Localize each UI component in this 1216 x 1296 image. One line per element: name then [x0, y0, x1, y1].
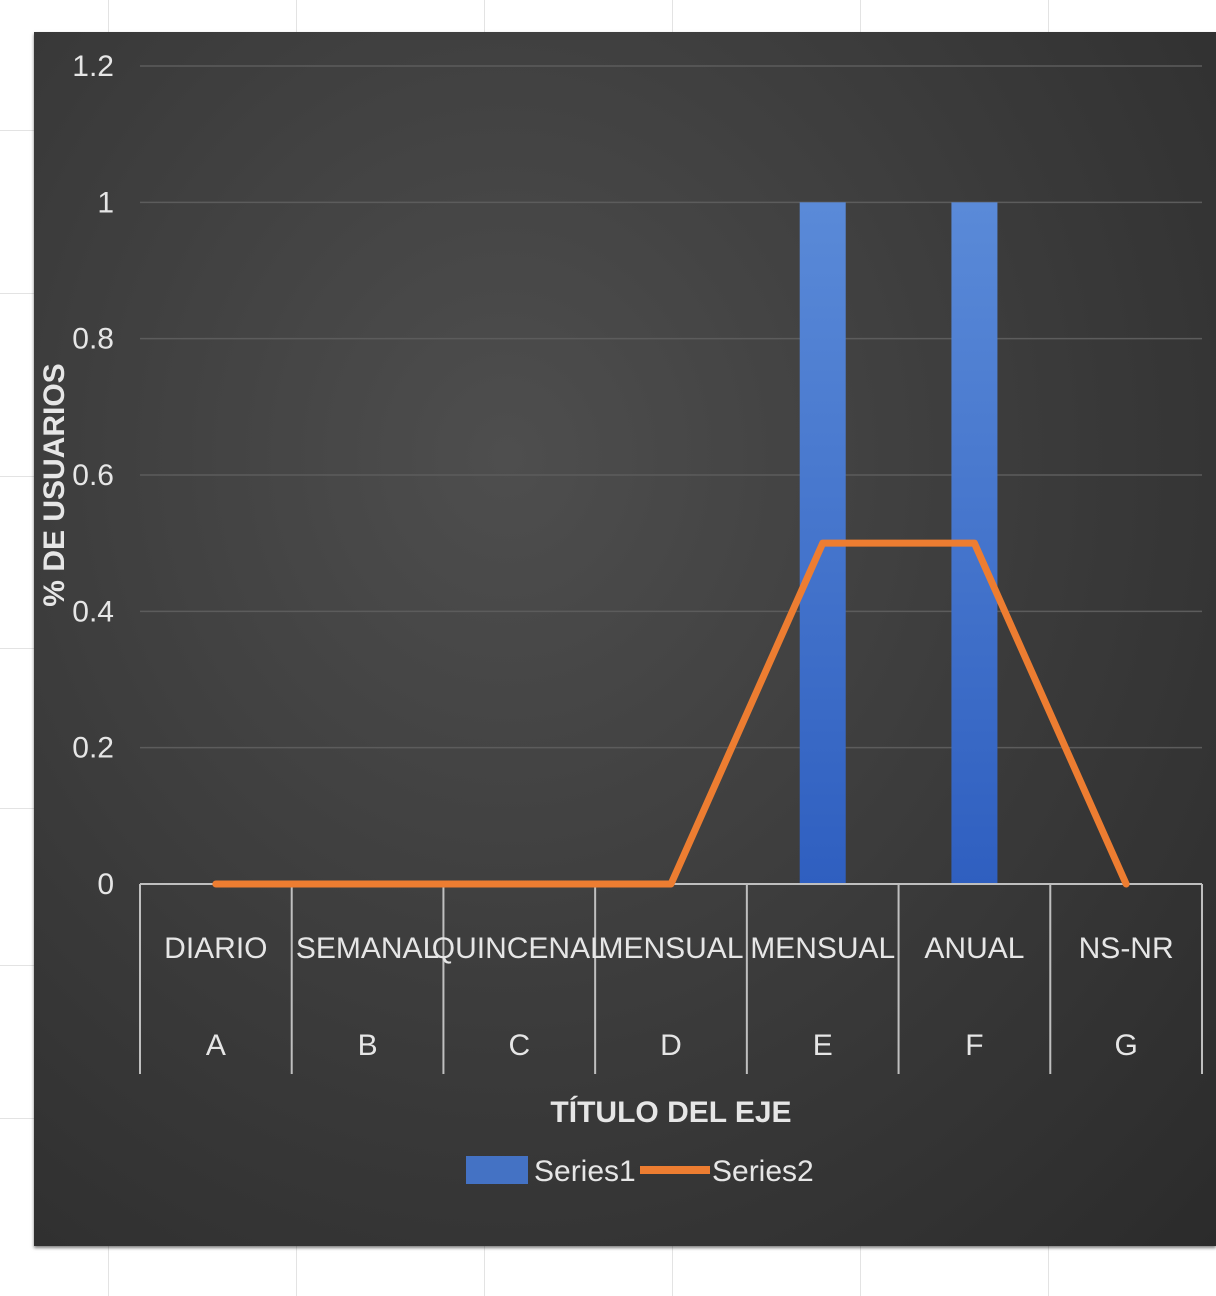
legend-label-series1: Series1 — [534, 1155, 636, 1188]
legend-swatch-series1 — [466, 1156, 528, 1184]
sheet-gridline — [0, 808, 40, 809]
y-tick-label: 0.8 — [72, 323, 114, 356]
x-category-sublabel: A — [206, 1029, 226, 1062]
legend[interactable]: Series1 Series2 — [466, 1155, 814, 1188]
legend-label-series2: Series2 — [712, 1155, 814, 1188]
chart-area[interactable]: 0 0.2 0.4 0.6 0.8 1 1.2 DIARIO A SEMANAL B QUINCENA… — [34, 32, 1216, 1246]
y-tick-label: 0.4 — [72, 595, 114, 628]
sheet-gridline — [0, 130, 40, 131]
x-category-sublabel: E — [813, 1029, 833, 1062]
sheet-gridline — [0, 648, 40, 649]
sheet-gridline — [0, 1118, 40, 1119]
x-category-label: DIARIO — [164, 932, 267, 965]
y-tick-label: 0.6 — [72, 459, 114, 492]
x-category-sublabel: B — [358, 1029, 378, 1062]
x-category-sublabel: F — [965, 1029, 983, 1062]
line-series2[interactable] — [212, 539, 1130, 888]
sheet-gridline — [0, 293, 40, 294]
x-category-sublabel: C — [508, 1029, 530, 1062]
x-category-label: ANUAL — [924, 932, 1024, 965]
y-axis-title: % DE USUARIOS — [38, 363, 71, 606]
y-tick-label: 0 — [97, 868, 114, 901]
x-category-label: QUINCENAL — [432, 932, 607, 965]
y-tick-label: 1 — [97, 186, 114, 219]
chart-plot: 0 0.2 0.4 0.6 0.8 1 1.2 DIARIO A SEMANAL B QUINCENA… — [38, 50, 1203, 1188]
x-category-label: SEMANAL — [296, 932, 439, 965]
x-category-sublabel: G — [1114, 1029, 1137, 1062]
x-category-label: NS-NR — [1079, 932, 1174, 965]
x-category-label: MENSUAL — [750, 932, 895, 965]
sheet-gridline — [0, 965, 40, 966]
x-category-sublabel: D — [660, 1029, 682, 1062]
y-tick-label: 1.2 — [72, 50, 114, 83]
sheet-gridline — [0, 476, 40, 477]
x-category-label: MENSUAL — [598, 932, 743, 965]
y-tick-label: 0.2 — [72, 732, 114, 765]
x-axis-title: TÍTULO DEL EJE — [550, 1095, 791, 1129]
